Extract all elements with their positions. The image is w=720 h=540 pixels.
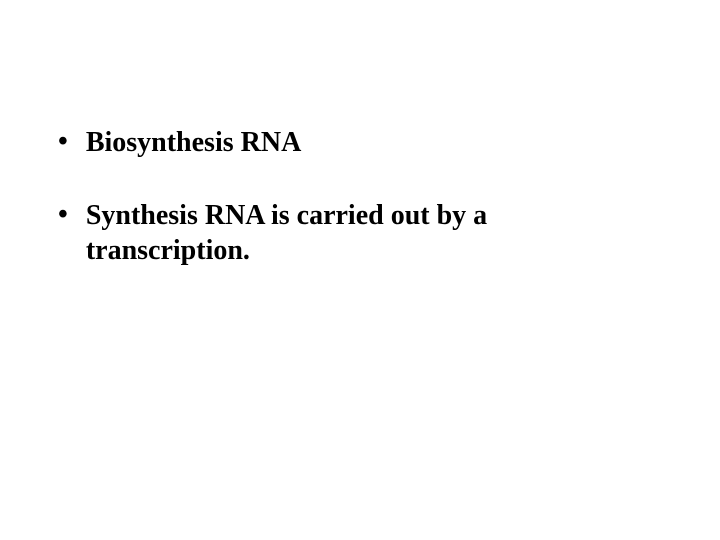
bullet-text: Biosynthesis RNA	[86, 125, 670, 160]
slide-content: • Biosynthesis RNA • Synthesis RNA is ca…	[50, 125, 670, 306]
bullet-marker: •	[58, 198, 68, 232]
bullet-marker: •	[58, 125, 68, 159]
bullet-item-1: • Biosynthesis RNA	[50, 125, 670, 160]
bullet-text: Synthesis RNA is carried out by a transc…	[86, 198, 566, 268]
bullet-item-2: • Synthesis RNA is carried out by a tran…	[50, 198, 670, 268]
